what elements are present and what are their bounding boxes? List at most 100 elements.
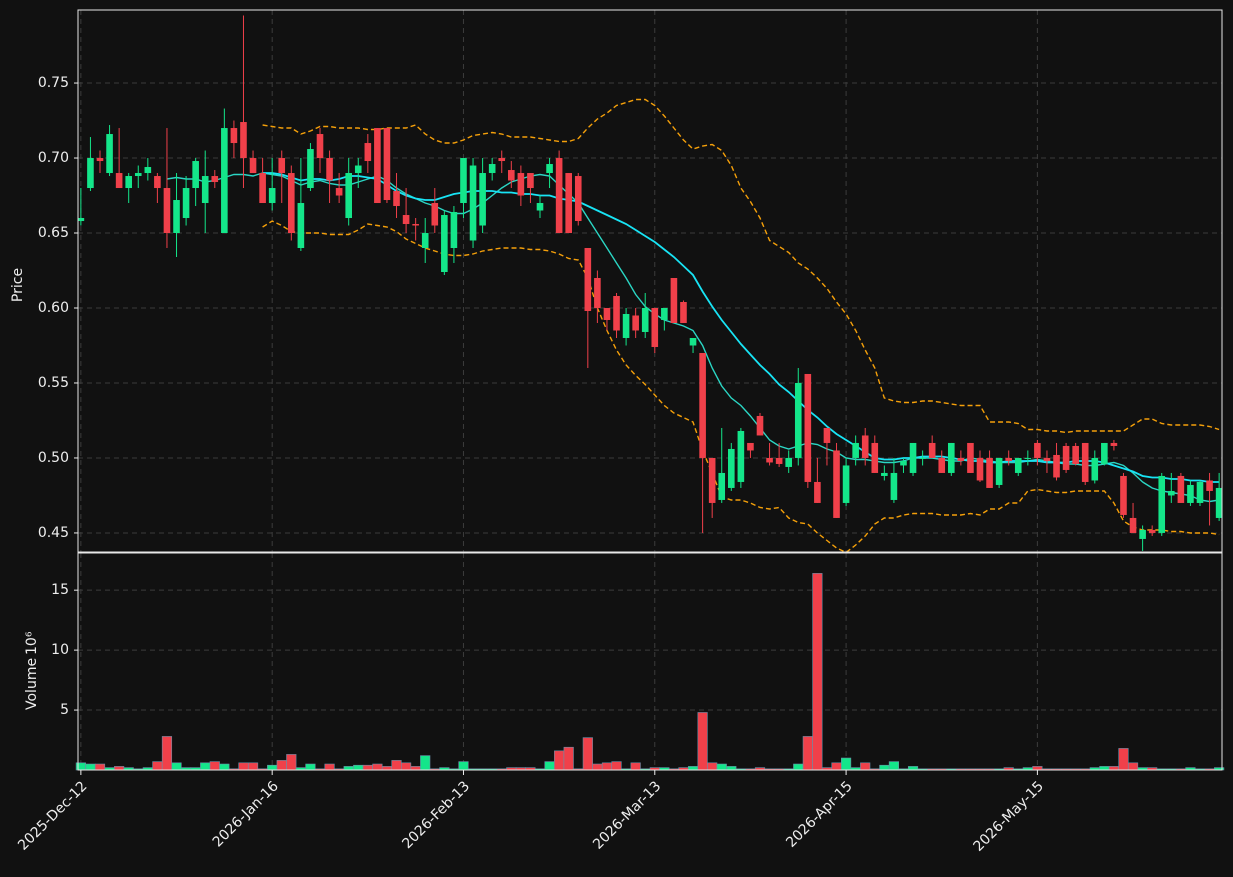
candle-body bbox=[77, 218, 85, 222]
candle-body bbox=[565, 173, 572, 234]
candle-body bbox=[775, 457, 783, 464]
candle-body bbox=[900, 460, 907, 466]
candle-body bbox=[1072, 445, 1079, 464]
volume-axis-label: Volume bbox=[24, 658, 40, 710]
candle-body bbox=[154, 176, 161, 189]
candle-body bbox=[125, 176, 132, 189]
candle-body bbox=[221, 128, 228, 234]
candle-body bbox=[393, 191, 400, 207]
volume-bar bbox=[247, 762, 259, 771]
candle-body bbox=[163, 188, 171, 234]
volume-bar bbox=[841, 757, 852, 771]
volume-bar bbox=[458, 761, 469, 771]
candle-body bbox=[527, 173, 534, 189]
candle-body bbox=[823, 427, 831, 443]
volume-bar bbox=[381, 766, 393, 771]
candle-body bbox=[670, 278, 678, 323]
candle-body bbox=[421, 233, 429, 249]
candle-body bbox=[450, 212, 458, 249]
volume-bar bbox=[582, 737, 593, 771]
volume-bar bbox=[85, 763, 96, 771]
volume-bar bbox=[563, 746, 574, 771]
candle-body bbox=[861, 435, 869, 458]
candle-body bbox=[1139, 529, 1146, 539]
candle-body bbox=[517, 173, 525, 196]
candle-body bbox=[106, 134, 113, 174]
candle-body bbox=[1129, 517, 1137, 533]
candle-body bbox=[1148, 529, 1156, 533]
volume-bar bbox=[267, 764, 278, 771]
candle-body bbox=[536, 203, 544, 211]
candle-body bbox=[1034, 442, 1041, 458]
volume-bar bbox=[114, 766, 125, 771]
candle-body bbox=[708, 457, 716, 503]
volume-bar bbox=[793, 763, 804, 771]
candle-body bbox=[1215, 487, 1223, 518]
candle-body bbox=[842, 465, 850, 503]
candle-body bbox=[1014, 457, 1022, 473]
volume-bar bbox=[161, 736, 173, 771]
candle-body bbox=[144, 167, 152, 174]
candle-body bbox=[374, 128, 381, 204]
candle-body bbox=[1206, 480, 1213, 491]
candle-body bbox=[173, 200, 180, 234]
y-tick-label: 10 bbox=[51, 642, 69, 658]
candle-body bbox=[852, 442, 859, 458]
candle-body bbox=[919, 457, 926, 459]
volume-bar bbox=[888, 761, 899, 771]
candle-body bbox=[948, 442, 955, 473]
volume-scale-label: 10⁶ bbox=[24, 631, 40, 655]
candle-body bbox=[814, 481, 821, 503]
y-tick-label: 0.75 bbox=[38, 75, 69, 91]
candle-body bbox=[794, 382, 802, 458]
candle-body bbox=[833, 450, 840, 518]
candle-body bbox=[1043, 457, 1051, 461]
candle-body bbox=[699, 352, 706, 458]
volume-bar bbox=[802, 736, 813, 771]
candle-body bbox=[441, 215, 448, 273]
volume-bar bbox=[812, 573, 823, 771]
candle-body bbox=[259, 173, 266, 204]
candle-body bbox=[402, 215, 410, 225]
volume-bar bbox=[860, 762, 871, 771]
candle-body bbox=[651, 307, 659, 347]
volume-bar bbox=[324, 763, 335, 771]
candle-body bbox=[288, 173, 295, 234]
candle-body bbox=[383, 128, 391, 201]
y-tick-label: 5 bbox=[60, 702, 69, 718]
volume-bar bbox=[630, 762, 641, 771]
volume-bar bbox=[353, 764, 364, 771]
candle-body bbox=[804, 373, 812, 482]
volume-bar bbox=[726, 766, 737, 771]
candle-body bbox=[230, 128, 238, 144]
price-axis-label: Price bbox=[10, 268, 26, 302]
candle-body bbox=[1053, 454, 1060, 478]
candle-body bbox=[632, 315, 639, 331]
volume-bar bbox=[1099, 766, 1110, 771]
volume-bar bbox=[907, 766, 919, 771]
candle-body bbox=[364, 143, 372, 162]
volume-bar bbox=[592, 763, 603, 771]
candle-body bbox=[890, 472, 898, 500]
candle-body bbox=[469, 165, 477, 241]
candle-body bbox=[1110, 442, 1118, 446]
candle-body bbox=[680, 301, 687, 323]
candle-body bbox=[661, 307, 668, 320]
candle-body bbox=[881, 472, 888, 476]
candle-body bbox=[1120, 475, 1127, 515]
candle-body bbox=[1005, 457, 1012, 461]
candle-body bbox=[594, 278, 601, 308]
candle-body bbox=[431, 203, 439, 226]
candle-body bbox=[268, 188, 276, 204]
candle-body bbox=[297, 203, 305, 249]
y-tick-label: 15 bbox=[51, 582, 69, 598]
volume-bar bbox=[209, 761, 220, 771]
candle-body bbox=[871, 442, 879, 473]
y-tick-label: 0.45 bbox=[38, 525, 69, 541]
candle-body bbox=[785, 457, 792, 467]
candle-body bbox=[345, 173, 352, 219]
volume-bar bbox=[707, 762, 718, 771]
